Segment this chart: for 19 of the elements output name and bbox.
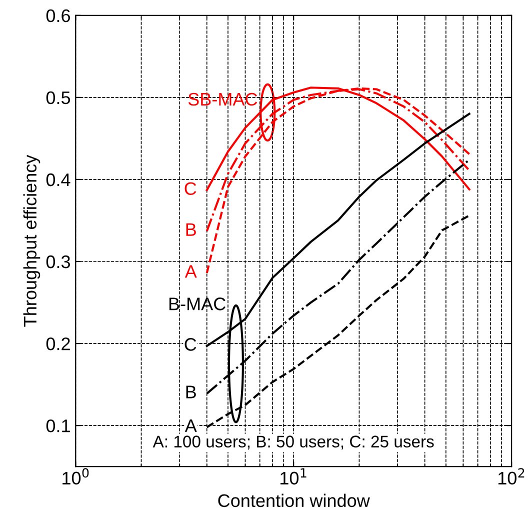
series-label: A <box>184 265 197 278</box>
y-tick-label: 0.5 <box>46 91 70 104</box>
x-tick-label: 10$^{0}$ <box>62 468 89 485</box>
x-tick-label: 10$^{2}$ <box>498 468 524 485</box>
x-axis-title: Contention window <box>218 494 370 508</box>
y-axis-title: Throughput efficiency <box>23 154 40 327</box>
y-tick-label: 0.3 <box>46 255 70 268</box>
series-label: A <box>184 419 197 432</box>
annotation: A: 100 users; B: 50 users; C: 25 users <box>152 436 434 450</box>
y-tick-label: 0.6 <box>46 9 70 22</box>
x-tick-label: 10$^{1}$ <box>280 468 306 485</box>
series-label: C <box>184 182 196 195</box>
series-label: C <box>184 338 196 351</box>
series-label: B <box>186 223 196 236</box>
annotation: B-MAC <box>169 298 226 310</box>
y-tick-label: 0.2 <box>46 337 70 350</box>
y-tick-label: 0.1 <box>46 419 70 432</box>
series-label: B <box>186 386 196 398</box>
y-tick-label: 0.4 <box>46 173 70 186</box>
